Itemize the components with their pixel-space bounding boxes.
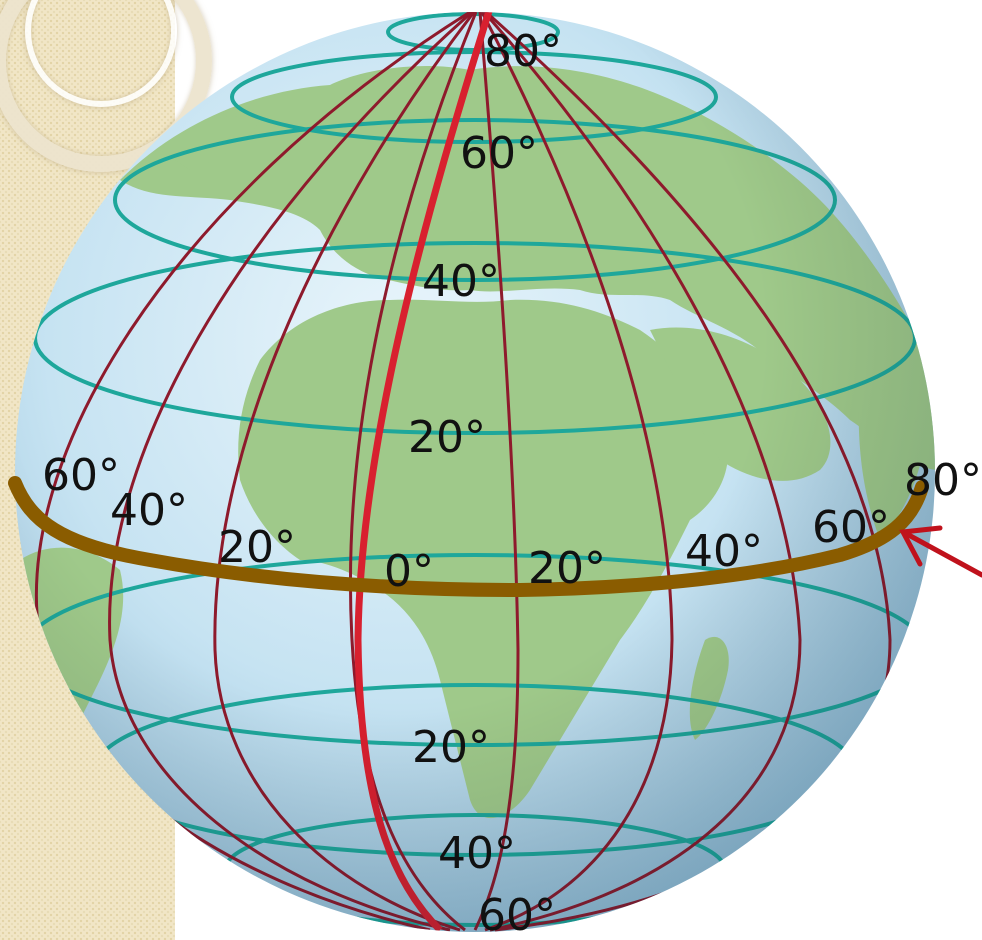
label-north-80: 80°: [484, 26, 562, 77]
label-north-20: 20°: [408, 412, 486, 463]
label-north-40: 40°: [422, 256, 500, 307]
label-prime-0: 0°: [384, 546, 434, 597]
label-south-20: 20°: [412, 722, 490, 773]
label-west-40: 40°: [110, 485, 188, 536]
degree-labels: 80° 60° 40° 20° 60° 40° 20° 0° 20° 40° 6…: [42, 26, 982, 940]
label-east-60: 60°: [812, 502, 890, 553]
label-west-20: 20°: [218, 522, 296, 573]
highlighted-parallel: [8, 476, 929, 598]
label-north-60: 60°: [460, 128, 538, 179]
label-east-80: 80°: [904, 455, 982, 506]
label-east-20: 20°: [528, 543, 606, 594]
label-south-60: 60°: [478, 890, 556, 940]
label-east-40: 40°: [685, 526, 763, 577]
globe-shading: [15, 12, 935, 932]
label-south-40: 40°: [438, 828, 516, 879]
label-west-60: 60°: [42, 450, 120, 501]
pointer-arrow: [899, 525, 982, 578]
